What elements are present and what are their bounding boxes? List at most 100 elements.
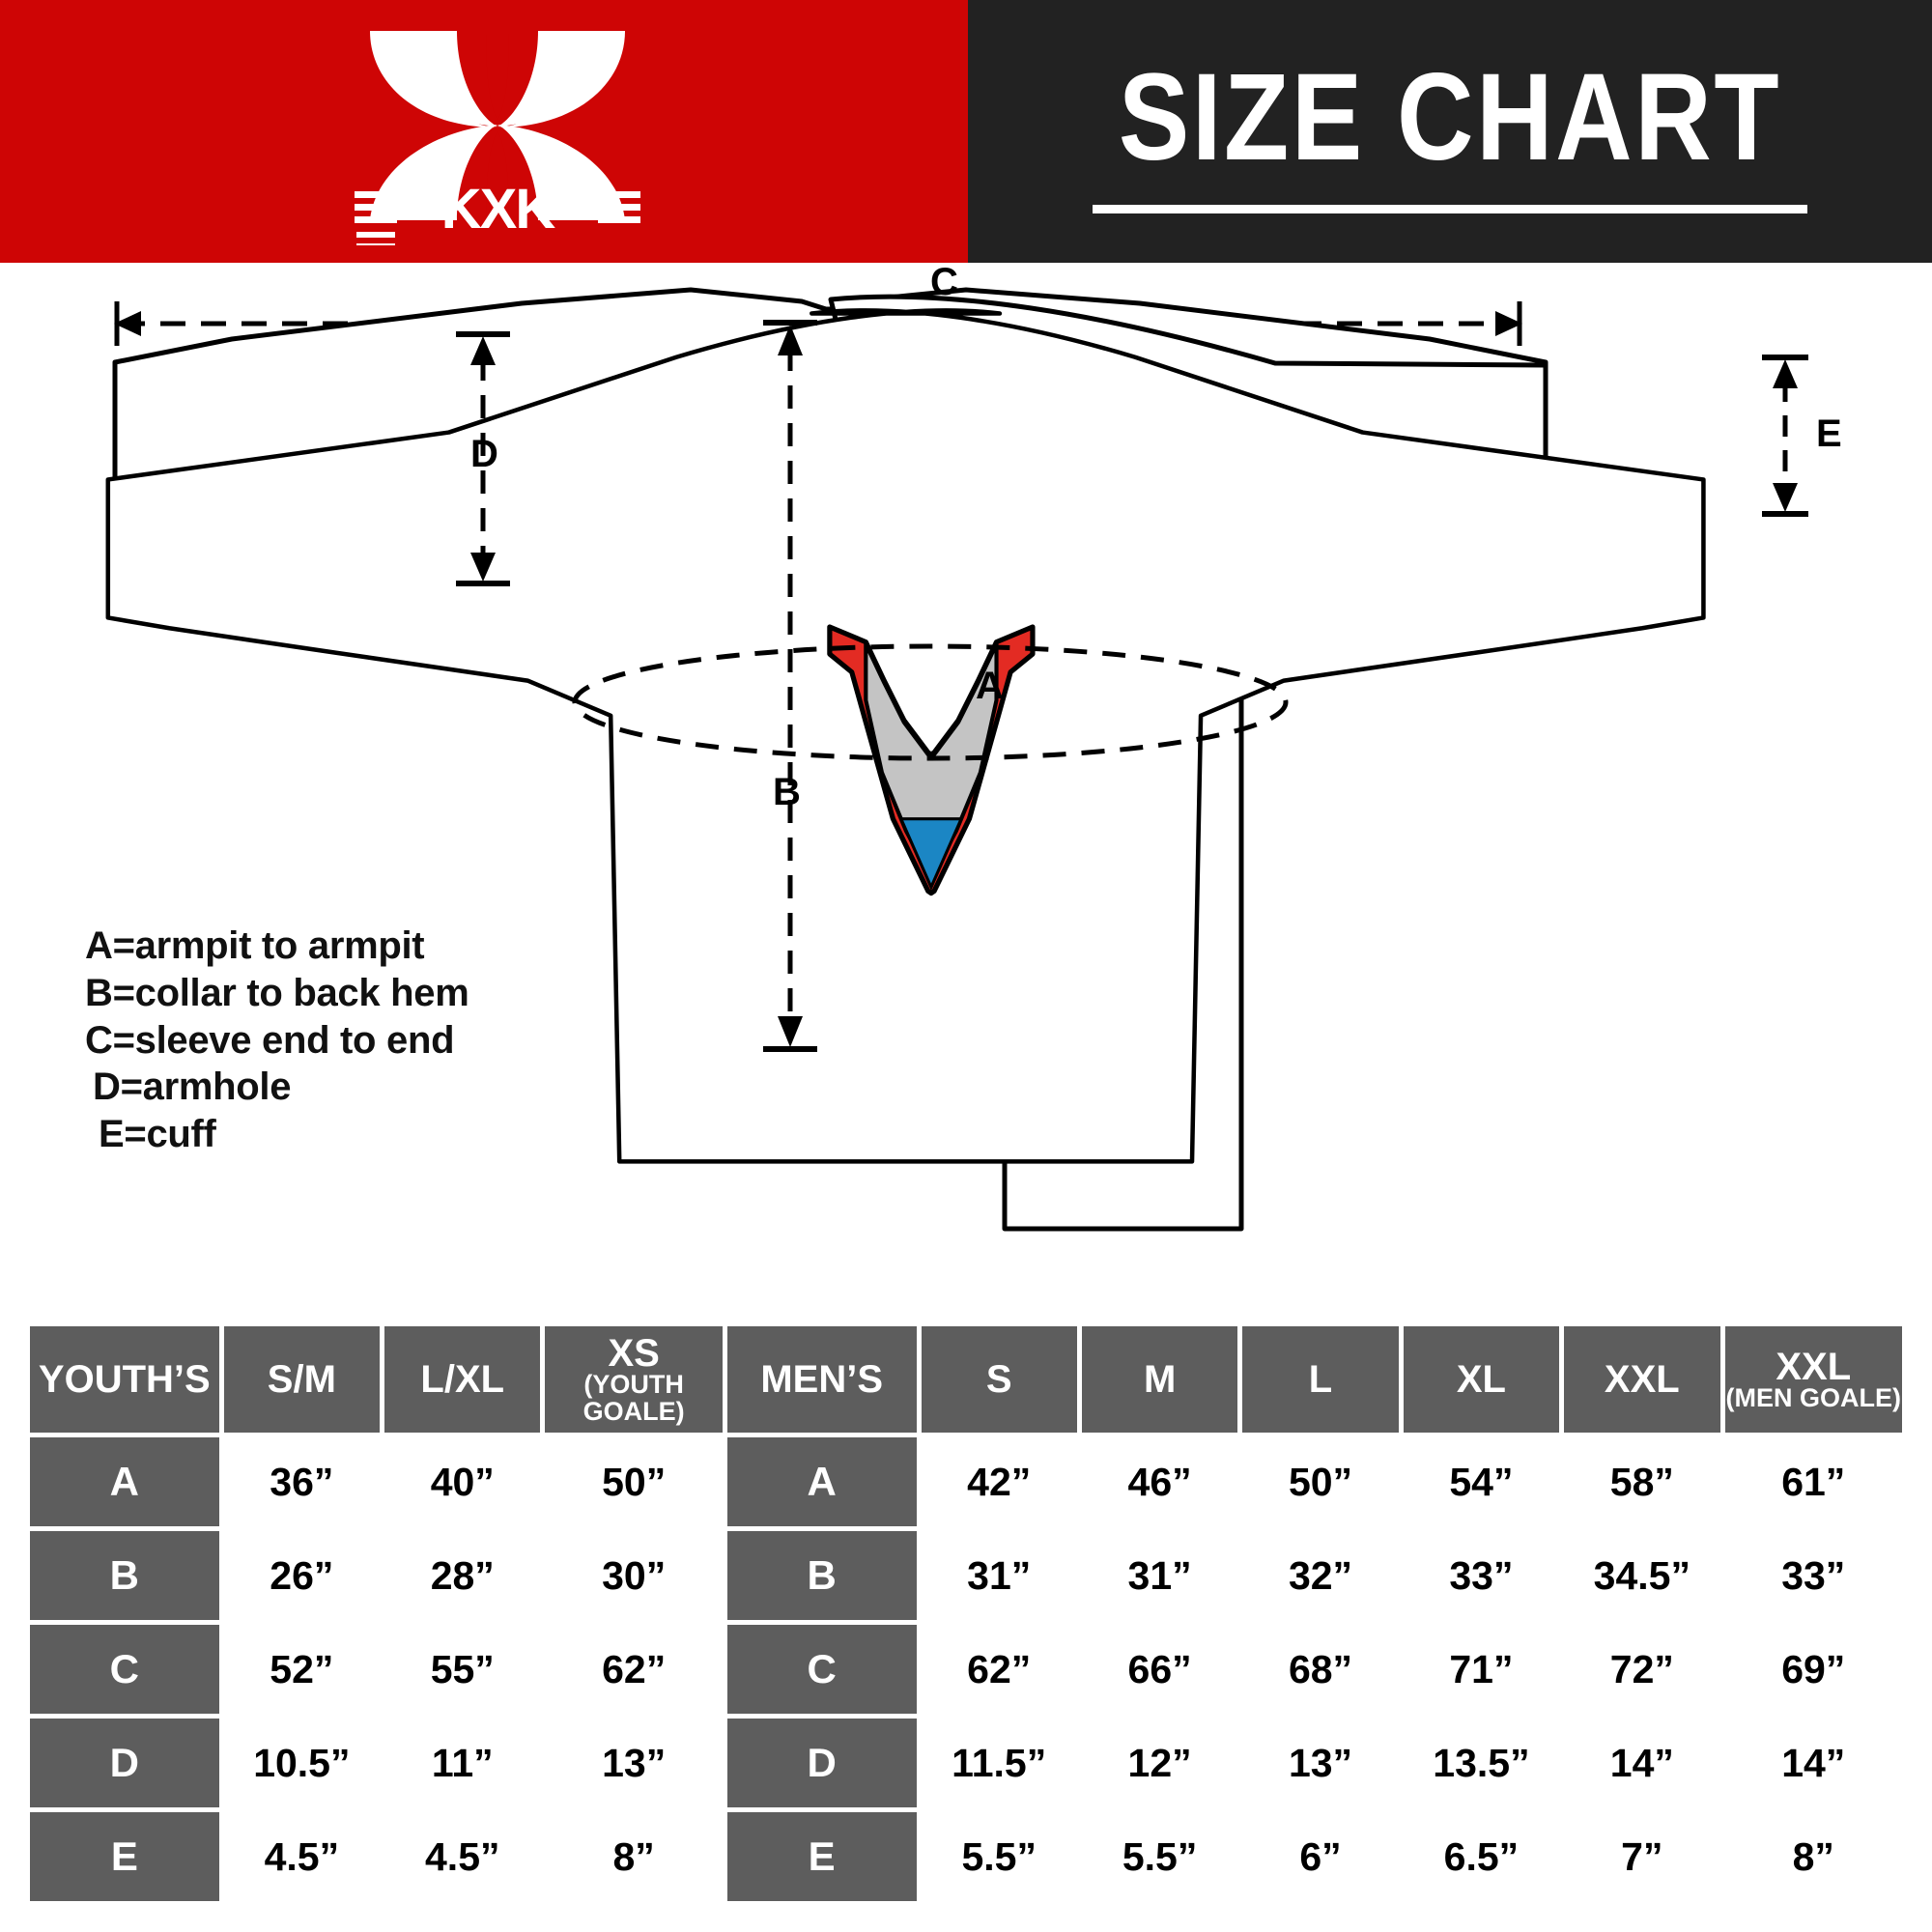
kxk-logo: KXK bbox=[353, 17, 642, 245]
cell-youth-d-xs: 13” bbox=[545, 1719, 723, 1807]
cell-men-b-l: 32” bbox=[1242, 1531, 1399, 1620]
dimension-label-b: B bbox=[773, 771, 801, 813]
size-table: YOUTH’S S/M L/XL XS (YOUTH GOALE) MEN’S … bbox=[25, 1321, 1907, 1906]
cell-youth-d-sm: 10.5” bbox=[223, 1719, 381, 1807]
cell-men-b-xxl: 34.5” bbox=[1564, 1531, 1720, 1620]
cell-men-e-l: 6” bbox=[1242, 1812, 1399, 1901]
jersey-diagram: C D B A E bbox=[0, 263, 1932, 1321]
cell-men-d-l: 13” bbox=[1242, 1719, 1399, 1807]
size-table-container: YOUTH’S S/M L/XL XS (YOUTH GOALE) MEN’S … bbox=[25, 1321, 1907, 1906]
row-label-b-mens: B bbox=[726, 1531, 917, 1620]
dimension-label-d: D bbox=[470, 433, 498, 475]
table-row: D 10.5” 11” 13” D 11.5” 12” 13” 13.5” 14… bbox=[30, 1719, 1902, 1807]
cell-youth-a-sm: 36” bbox=[223, 1437, 381, 1526]
cell-men-e-m: 5.5” bbox=[1081, 1812, 1238, 1901]
header-men-xxl-label: XXL bbox=[1776, 1346, 1852, 1389]
table-row: B 26” 28” 30” B 31” 31” 32” 33” 34.5” 33… bbox=[30, 1531, 1902, 1620]
dimension-c-arrowhead-right bbox=[1495, 311, 1522, 336]
row-label-c-youth: C bbox=[30, 1625, 219, 1714]
row-label-b-youth: B bbox=[30, 1531, 219, 1620]
cell-men-b-xxlg: 33” bbox=[1724, 1531, 1902, 1620]
cell-men-c-s: 62” bbox=[921, 1625, 1077, 1714]
cell-youth-c-lxl: 55” bbox=[384, 1625, 541, 1714]
kxk-logo-icon bbox=[356, 31, 625, 245]
cell-men-c-xxl: 72” bbox=[1564, 1625, 1720, 1714]
title-underline bbox=[1093, 204, 1807, 213]
cell-men-e-xxl: 7” bbox=[1564, 1812, 1720, 1901]
cell-youth-e-lxl: 4.5” bbox=[384, 1812, 541, 1901]
cell-men-e-xl: 6.5” bbox=[1403, 1812, 1560, 1901]
dimension-c-arrowhead-left bbox=[114, 311, 141, 336]
legend-line-a: A=armpit to armpit bbox=[85, 924, 425, 967]
header-men-xxl: XXL bbox=[1564, 1326, 1720, 1433]
collar-blue-tab bbox=[898, 817, 964, 892]
cell-youth-e-sm: 4.5” bbox=[223, 1812, 381, 1901]
header-men-xxl-note: (MEN GOALE) bbox=[1725, 1383, 1902, 1413]
title-panel: SIZE CHART bbox=[968, 0, 1932, 263]
dimension-a-ellipse bbox=[572, 643, 1289, 761]
cell-men-e-xxlg: 8” bbox=[1724, 1812, 1902, 1901]
header-men-l: L bbox=[1242, 1326, 1399, 1433]
table-row: C 52” 55” 62” C 62” 66” 68” 71” 72” 69” bbox=[30, 1625, 1902, 1714]
header-men-xxl-goalie: XXL (MEN GOALE) bbox=[1724, 1326, 1902, 1433]
dimension-b-arrowhead-top bbox=[778, 325, 803, 355]
cell-youth-c-xs: 62” bbox=[545, 1625, 723, 1714]
cell-men-a-m: 46” bbox=[1081, 1437, 1238, 1526]
row-label-e-mens: E bbox=[726, 1812, 917, 1901]
cell-men-a-s: 42” bbox=[921, 1437, 1077, 1526]
cell-youth-a-xs: 50” bbox=[545, 1437, 723, 1526]
cell-men-b-xl: 33” bbox=[1403, 1531, 1560, 1620]
table-header-row: YOUTH’S S/M L/XL XS (YOUTH GOALE) MEN’S … bbox=[30, 1326, 1902, 1433]
header-youth-lxl: L/XL bbox=[384, 1326, 541, 1433]
header-youth-xs-label: XS bbox=[608, 1332, 660, 1376]
header-youth-xs-note: (YOUTH GOALE) bbox=[582, 1370, 685, 1426]
kxk-wordmark-text: KXK bbox=[441, 180, 556, 240]
cell-youth-b-sm: 26” bbox=[223, 1531, 381, 1620]
brand-panel: KXK bbox=[0, 0, 968, 263]
cell-youth-b-lxl: 28” bbox=[384, 1531, 541, 1620]
dimension-d-arrowhead-bottom bbox=[470, 553, 496, 582]
dimension-e-arrowhead-top bbox=[1773, 359, 1798, 388]
header-men-s: S bbox=[921, 1326, 1077, 1433]
legend-line-e: E=cuff bbox=[99, 1113, 216, 1156]
row-label-a-mens: A bbox=[726, 1437, 917, 1526]
dimension-b-arrowhead-bottom bbox=[778, 1016, 803, 1047]
cell-men-d-xxl: 14” bbox=[1564, 1719, 1720, 1807]
legend-line-b: B=collar to back hem bbox=[85, 971, 469, 1014]
jersey-illustration bbox=[105, 287, 1808, 1232]
page-title: SIZE CHART bbox=[1118, 47, 1782, 186]
cell-men-a-xxlg: 61” bbox=[1724, 1437, 1902, 1526]
cell-men-a-l: 50” bbox=[1242, 1437, 1399, 1526]
cell-men-d-s: 11.5” bbox=[921, 1719, 1077, 1807]
kxk-wordmark: KXK bbox=[355, 180, 640, 240]
page-header: KXK SIZE CHART bbox=[0, 0, 1932, 263]
header-youths: YOUTH’S bbox=[30, 1326, 219, 1433]
cell-youth-b-xs: 30” bbox=[545, 1531, 723, 1620]
header-youth-sm: S/M bbox=[223, 1326, 381, 1433]
legend-line-d: D=armhole bbox=[93, 1065, 292, 1109]
cell-youth-d-lxl: 11” bbox=[384, 1719, 541, 1807]
header-men-xl: XL bbox=[1403, 1326, 1560, 1433]
cell-men-c-m: 66” bbox=[1081, 1625, 1238, 1714]
cell-men-e-s: 5.5” bbox=[921, 1812, 1077, 1901]
header-youth-xs-goalie: XS (YOUTH GOALE) bbox=[545, 1326, 723, 1433]
cell-youth-a-lxl: 40” bbox=[384, 1437, 541, 1526]
row-label-d-mens: D bbox=[726, 1719, 917, 1807]
dimension-d-arrowhead-top bbox=[470, 336, 496, 365]
cell-men-b-s: 31” bbox=[921, 1531, 1077, 1620]
cell-men-a-xl: 54” bbox=[1403, 1437, 1560, 1526]
header-men-m: M bbox=[1081, 1326, 1238, 1433]
cell-youth-c-sm: 52” bbox=[223, 1625, 381, 1714]
row-label-d-youth: D bbox=[30, 1719, 219, 1807]
legend-line-c: C=sleeve end to end bbox=[85, 1018, 455, 1062]
dimension-label-e: E bbox=[1816, 412, 1842, 455]
cell-men-c-l: 68” bbox=[1242, 1625, 1399, 1714]
dimension-label-c: C bbox=[930, 261, 958, 303]
cell-men-b-m: 31” bbox=[1081, 1531, 1238, 1620]
cell-men-c-xl: 71” bbox=[1403, 1625, 1560, 1714]
row-label-a-youth: A bbox=[30, 1437, 219, 1526]
measurement-legend: A=armpit to armpit B=collar to back hem … bbox=[85, 923, 469, 1158]
row-label-c-mens: C bbox=[726, 1625, 917, 1714]
cell-men-a-xxl: 58” bbox=[1564, 1437, 1720, 1526]
